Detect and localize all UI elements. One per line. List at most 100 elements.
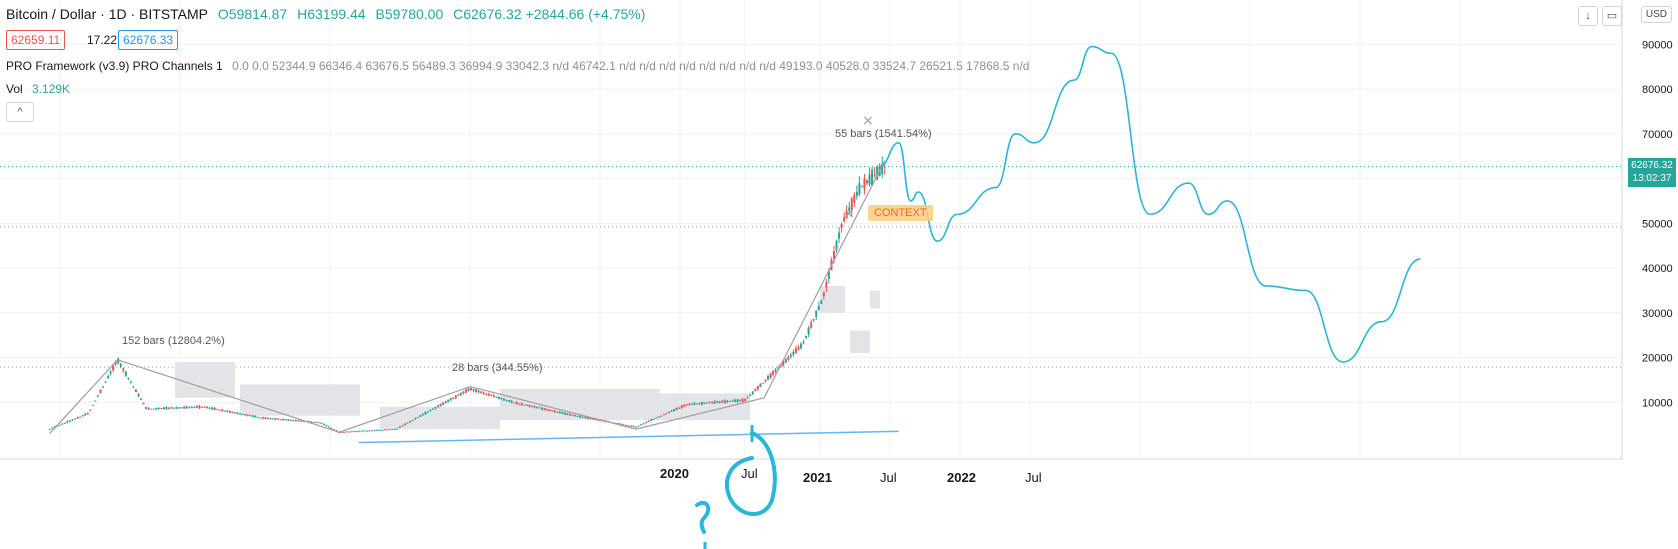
candle-body-188 (525, 404, 528, 406)
candle-body-69 (223, 410, 226, 412)
candle-body-66 (216, 409, 219, 411)
candle-body-290 (784, 358, 787, 363)
ohlc-high: H63199.44 (297, 6, 366, 22)
candle-body-319 (858, 183, 861, 195)
candle-body-268 (728, 401, 731, 403)
x-tick-5: Jul (1025, 470, 1042, 485)
candle-body-181 (508, 400, 511, 402)
candle-body-233 (640, 424, 643, 426)
volume-legend[interactable]: Vol 3.129K (6, 82, 76, 96)
x-tick-4: 2022 (947, 470, 976, 485)
candle-body-99 (299, 420, 302, 422)
candle-body-237 (650, 419, 653, 421)
candle-body-203 (563, 412, 566, 415)
candle-body-183 (513, 402, 516, 404)
candle-body-34 (134, 389, 137, 393)
candle-body-182 (510, 400, 513, 403)
candle-body-283 (766, 376, 769, 380)
candle-body-106 (317, 422, 320, 424)
candle-body-32 (129, 382, 132, 384)
candle-body-133 (386, 429, 389, 431)
candle-body-58 (195, 406, 198, 408)
bar-countdown: 13:02:37 (1632, 173, 1672, 184)
candle-body-190 (530, 406, 533, 408)
indicator-legend[interactable]: PRO Framework (v3.9) PRO Channels 1 0.0 … (6, 59, 1035, 73)
candle-body-128 (373, 430, 376, 432)
candle-body-228 (627, 425, 630, 427)
candle-body-266 (723, 400, 726, 403)
chart-title-row: Bitcoin / Dollar · 1D · BITSTAMP O59814.… (6, 6, 651, 22)
volume-value: 3.129K (32, 82, 71, 96)
candle-body-204 (566, 413, 569, 415)
candle-body-62 (206, 406, 209, 409)
candle-body-78 (246, 414, 249, 417)
scroll-down-button[interactable]: ↓ (1578, 6, 1598, 26)
candle-body-60 (200, 406, 203, 408)
candle-body-249 (680, 405, 683, 408)
candle-body-248 (678, 407, 681, 409)
candle-body-159 (452, 397, 455, 399)
candle-body-211 (584, 416, 587, 419)
symbol-title[interactable]: Bitcoin / Dollar · 1D · BITSTAMP (6, 6, 209, 22)
channel-box-0 (175, 362, 235, 398)
candle-body-98 (297, 420, 300, 422)
candle-body-10 (74, 418, 77, 420)
candle-body-57 (193, 406, 196, 408)
candle-body-241 (660, 415, 663, 417)
candle-body-41 (152, 408, 155, 410)
candle-body-194 (541, 407, 544, 410)
candle-body-50 (175, 406, 178, 409)
candle-body-298 (805, 335, 808, 338)
candle-body-232 (637, 425, 640, 427)
collapse-legend-button[interactable]: ^ (6, 102, 34, 122)
candle-body-9 (71, 419, 74, 421)
candle-body-173 (487, 393, 490, 396)
candle-body-295 (797, 346, 800, 350)
candle-body-108 (322, 423, 325, 426)
candle-body-4 (58, 424, 61, 426)
channel-box-1 (240, 384, 360, 416)
candle-body-229 (629, 425, 632, 427)
candle-body-156 (444, 401, 447, 403)
candle-body-309 (832, 251, 835, 260)
restore-button[interactable]: ▭ (1602, 6, 1622, 26)
candle-body-84 (261, 417, 264, 419)
candle-body-65 (213, 407, 216, 411)
candle-body-72 (231, 411, 234, 414)
candle-body-121 (355, 431, 358, 433)
candle-body-320 (860, 185, 863, 187)
candle-body-231 (635, 426, 638, 428)
candle-body-192 (536, 407, 539, 409)
support-trendline (358, 430, 899, 444)
candle-body-210 (581, 416, 584, 418)
candle-body-103 (310, 421, 313, 423)
candle-body-88 (272, 418, 275, 420)
candle-body-313 (843, 217, 846, 222)
candle-body-198 (551, 410, 554, 412)
candle-body-22 (104, 381, 107, 383)
candle-body-212 (586, 417, 589, 419)
candle-body-244 (668, 411, 671, 413)
candle-body-70 (226, 410, 229, 412)
candle-body-199 (553, 410, 556, 413)
x-tick-0: 2020 (660, 466, 689, 481)
candle-body-53 (183, 406, 186, 409)
candle-body-40 (150, 408, 153, 410)
y-tick-label-8: 90000 (1642, 39, 1673, 51)
buy-price-box[interactable]: 62676.33 (118, 30, 179, 50)
candle-body-112 (332, 429, 335, 431)
candle-body-208 (576, 415, 579, 417)
candle-body-169 (477, 390, 480, 393)
candle-body-314 (845, 210, 848, 219)
candle-body-303 (817, 305, 820, 311)
candle-body-35 (137, 393, 140, 397)
candle-body-318 (855, 191, 858, 196)
candle-body-300 (810, 322, 813, 329)
candle-body-38 (145, 406, 148, 409)
candle-body-253 (690, 403, 693, 405)
currency-button[interactable]: USD (1640, 6, 1672, 23)
candle-body-137 (396, 428, 399, 430)
sell-price-box[interactable]: 62659.11 (6, 30, 66, 50)
candle-body-122 (358, 430, 361, 432)
